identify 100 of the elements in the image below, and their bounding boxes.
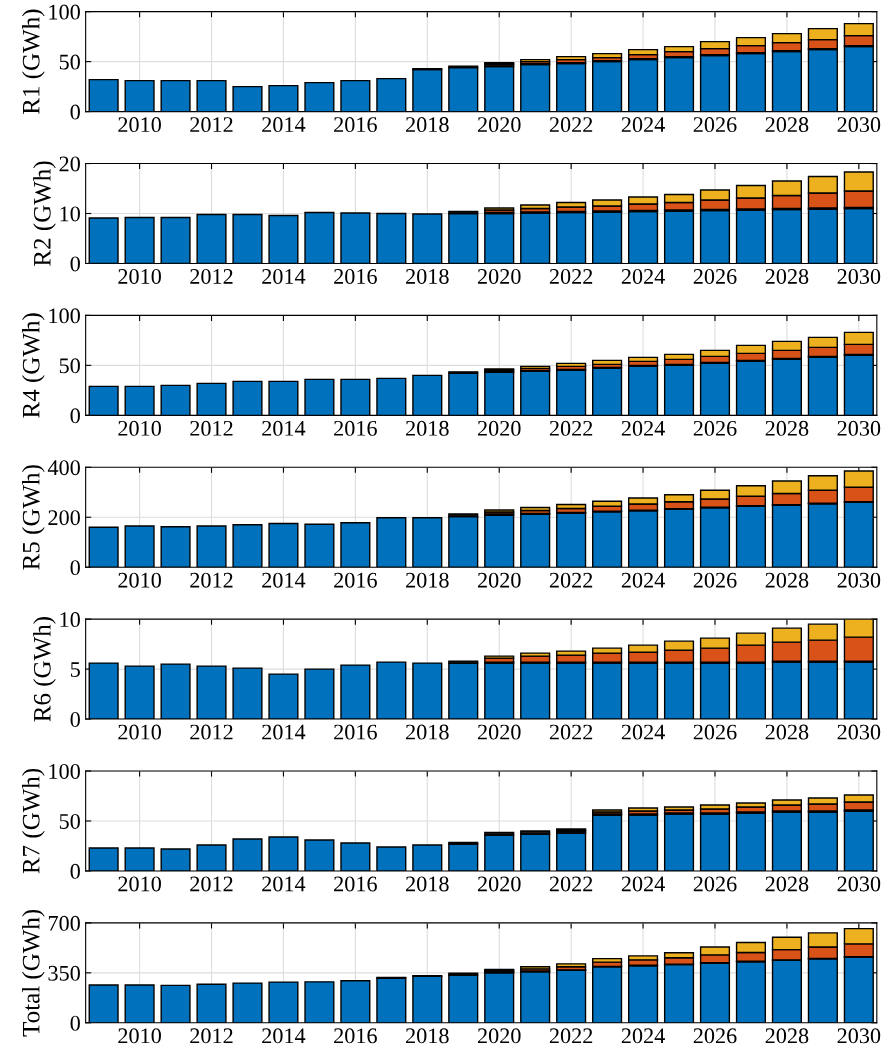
y-tick-label: 350 (48, 965, 80, 981)
x-tick-label: 2026 (693, 724, 737, 740)
x-tick-label: 2022 (549, 420, 593, 436)
x-tick-label: 2016 (334, 420, 377, 436)
x-tick-label: 2018 (406, 1028, 449, 1044)
y-tick-label: 0 (70, 408, 80, 424)
x-tick-label: 2012 (190, 724, 233, 740)
y-tick-label: 0 (70, 256, 80, 272)
x-tick-label: 2020 (477, 724, 521, 740)
y-tick-label: 400 (47, 460, 80, 476)
x-tick-label: 2016 (334, 117, 377, 133)
x-tick-label: 2018 (406, 420, 449, 436)
x-tick-label: 2026 (693, 1028, 737, 1044)
x-tick-label: 2024 (621, 876, 665, 892)
y-axis-title: R6 (GWh) (33, 617, 56, 722)
y-tick-label: 5 (70, 662, 80, 678)
y-tick-label: 0 (70, 712, 80, 727)
x-tick-label: 2010 (118, 572, 161, 588)
y-tick-label: 0 (70, 1015, 80, 1031)
y-axis-title: R5 (GWh) (22, 465, 45, 570)
x-tick-label: 2028 (765, 420, 809, 436)
x-tick-label: 2030 (837, 876, 881, 892)
y-tick-label: 10 (60, 206, 80, 222)
x-tick-label: 2014 (262, 420, 306, 436)
x-tick-label: 2028 (765, 117, 809, 133)
x-tick-label: 2024 (621, 117, 665, 133)
x-tick-label: 2030 (837, 1028, 881, 1044)
x-tick-label: 2028 (765, 268, 809, 284)
y-tick-label: 100 (49, 763, 80, 779)
x-tick-label: 2010 (118, 876, 161, 892)
y-axis-title: R1 (GWh) (22, 9, 45, 115)
x-tick-label: 2012 (190, 268, 233, 284)
x-tick-label: 2016 (334, 1028, 377, 1044)
y-axis-title: R7 (GWh) (22, 768, 45, 874)
y-tick-label: 0 (70, 104, 80, 120)
x-tick-label: 2014 (262, 724, 306, 740)
x-tick-label: 2026 (693, 268, 737, 284)
x-tick-label: 2020 (477, 1028, 521, 1044)
x-tick-label: 2020 (477, 876, 521, 892)
y-axis-title: R4 (GWh) (22, 313, 45, 418)
x-tick-label: 2028 (765, 1028, 809, 1044)
x-tick-label: 2012 (190, 117, 233, 133)
x-tick-label: 2030 (837, 724, 881, 740)
x-tick-label: 2010 (118, 724, 161, 740)
x-tick-label: 2010 (118, 1028, 161, 1044)
x-tick-label: 2018 (406, 876, 449, 892)
x-tick-label: 2024 (621, 572, 665, 588)
x-tick-label: 2016 (334, 876, 377, 892)
y-tick-label: 0 (70, 560, 80, 576)
y-tick-label: 50 (59, 358, 80, 374)
y-tick-label: 100 (49, 308, 80, 324)
x-tick-label: 2024 (621, 420, 665, 436)
x-tick-label: 2022 (549, 572, 593, 588)
x-tick-label: 2014 (262, 876, 306, 892)
x-tick-label: 2022 (549, 117, 593, 133)
x-tick-label: 2014 (262, 572, 306, 588)
y-tick-label: 50 (59, 813, 80, 829)
x-tick-label: 2020 (477, 420, 521, 436)
x-tick-label: 2018 (406, 268, 449, 284)
x-tick-label: 2026 (693, 420, 737, 436)
x-tick-label: 2010 (118, 117, 161, 133)
x-tick-label: 2012 (190, 572, 233, 588)
x-tick-label: 2022 (549, 724, 593, 740)
x-tick-label: 2030 (837, 268, 881, 284)
x-tick-label: 2024 (621, 724, 665, 740)
x-tick-label: 2018 (406, 572, 449, 588)
x-tick-label: 2016 (334, 724, 377, 740)
x-tick-label: 2022 (549, 876, 593, 892)
x-tick-label: 2022 (549, 1028, 593, 1044)
x-tick-label: 2020 (477, 117, 521, 133)
x-tick-label: 2026 (693, 117, 737, 133)
x-tick-label: 2012 (190, 420, 233, 436)
x-tick-label: 2024 (621, 268, 665, 284)
x-tick-label: 2028 (765, 876, 809, 892)
x-tick-label: 2012 (190, 1028, 233, 1044)
x-tick-label: 2026 (693, 572, 737, 588)
y-tick-label: 700 (48, 915, 80, 931)
x-tick-label: 2030 (837, 117, 881, 133)
x-tick-label: 2014 (262, 117, 306, 133)
x-tick-label: 2016 (334, 268, 377, 284)
y-axis-title: R2 (GWh) (33, 161, 56, 266)
x-tick-label: 2026 (693, 876, 737, 892)
x-tick-label: 2022 (549, 268, 593, 284)
x-tick-label: 2014 (262, 1028, 306, 1044)
x-tick-label: 2030 (837, 572, 881, 588)
x-tick-label: 2030 (837, 420, 881, 436)
x-tick-label: 2016 (334, 572, 377, 588)
y-tick-label: 200 (48, 510, 80, 526)
x-tick-label: 2012 (190, 876, 233, 892)
x-tick-label: 2020 (477, 572, 521, 588)
y-tick-label: 0 (70, 863, 80, 879)
x-tick-label: 2014 (262, 268, 306, 284)
x-tick-label: 2010 (118, 268, 161, 284)
y-tick-label: 50 (59, 54, 80, 70)
x-tick-label: 2020 (477, 268, 521, 284)
y-tick-label: 20 (59, 156, 80, 172)
x-tick-label: 2010 (118, 420, 161, 436)
x-tick-label: 2024 (621, 1028, 665, 1044)
x-tick-label: 2028 (765, 724, 809, 740)
y-tick-label: 100 (49, 4, 80, 20)
